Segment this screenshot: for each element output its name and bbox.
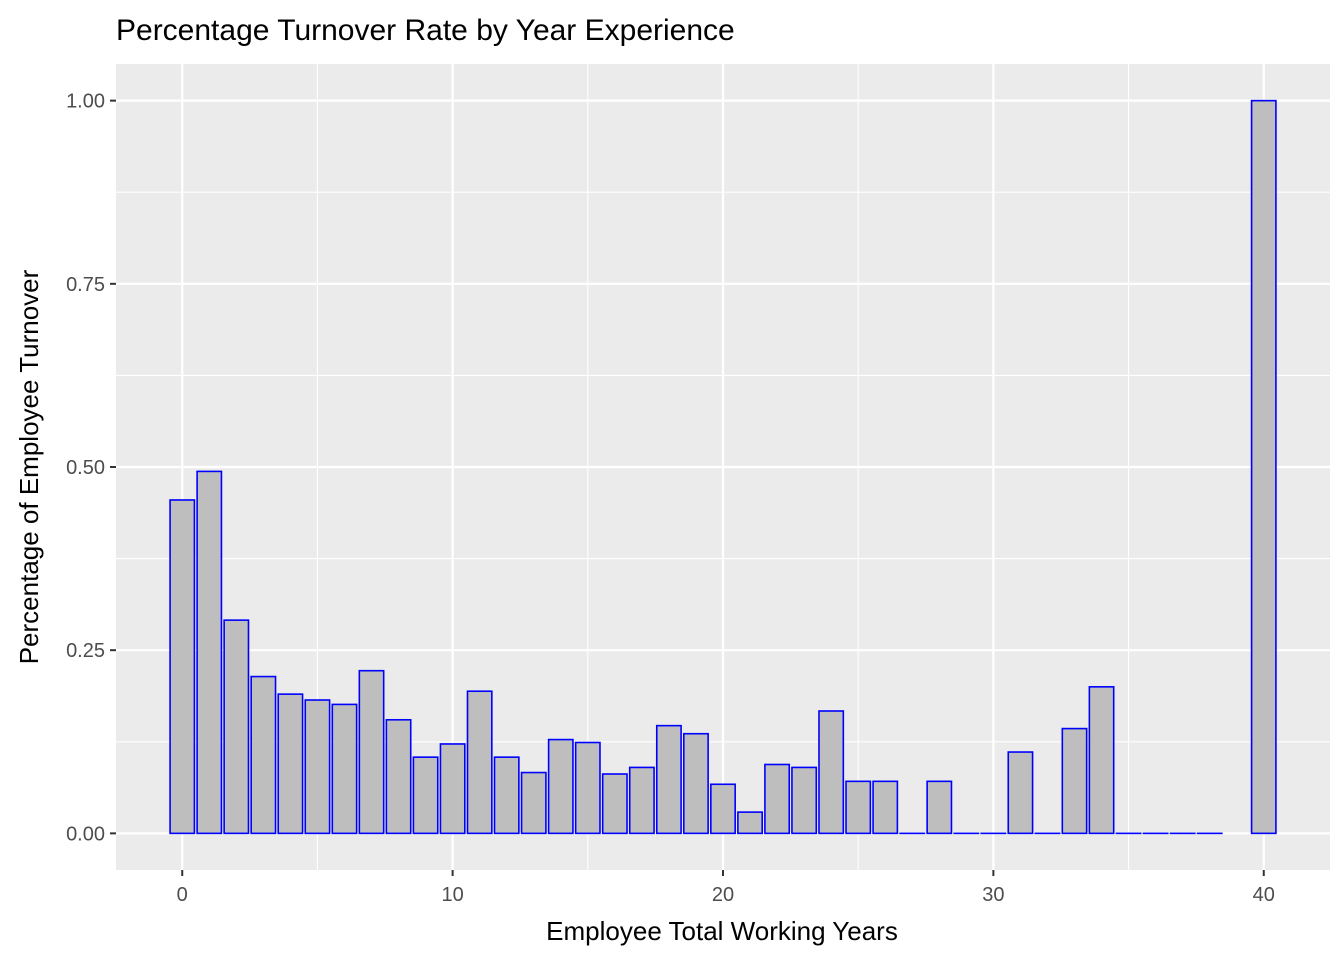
chart-title: Percentage Turnover Rate by Year Experie… (116, 14, 735, 47)
bar (1250, 99, 1277, 835)
bar (574, 741, 601, 835)
bar (439, 743, 466, 835)
bar (1088, 686, 1115, 835)
bar (331, 703, 358, 835)
bar (385, 718, 412, 835)
x-axis-ticks: 0 10 20 30 40 (177, 870, 1275, 906)
bar (818, 710, 845, 835)
y-axis-ticks: 0.00 0.25 0.50 0.75 1.00 (66, 91, 116, 845)
y-axis-title: Percentage of Employee Turnover (14, 269, 44, 664)
x-tick-label: 30 (982, 884, 1004, 906)
bar (223, 619, 250, 835)
bar (682, 732, 709, 835)
bar (764, 763, 791, 835)
bar (845, 780, 872, 835)
y-tick-label: 0.75 (66, 274, 105, 296)
y-tick-label: 0.00 (66, 823, 105, 845)
bar (277, 693, 304, 835)
x-tick-label: 10 (441, 884, 463, 906)
y-tick-label: 1.00 (66, 91, 105, 113)
x-tick-label: 0 (177, 884, 188, 906)
bar (926, 780, 953, 835)
bars (169, 99, 1277, 835)
y-tick-label: 0.50 (66, 457, 105, 479)
bar (520, 771, 547, 835)
bar (1061, 727, 1088, 835)
bar (358, 669, 385, 835)
bar (791, 766, 818, 835)
x-axis-title: Employee Total Working Years (546, 916, 898, 946)
bar (493, 756, 520, 835)
bar (304, 699, 331, 835)
bar (250, 675, 277, 835)
bar (169, 499, 196, 835)
bar (872, 780, 899, 835)
bar (601, 773, 628, 835)
y-tick-label: 0.25 (66, 640, 105, 662)
bar (466, 690, 493, 835)
bar (710, 783, 736, 835)
bar (628, 766, 655, 835)
bar (1007, 751, 1034, 835)
bar (737, 811, 764, 835)
bar (196, 470, 223, 835)
bar (655, 724, 682, 835)
bar (412, 756, 439, 835)
x-tick-label: 20 (712, 884, 734, 906)
bar (547, 738, 574, 835)
x-tick-label: 40 (1253, 884, 1275, 906)
